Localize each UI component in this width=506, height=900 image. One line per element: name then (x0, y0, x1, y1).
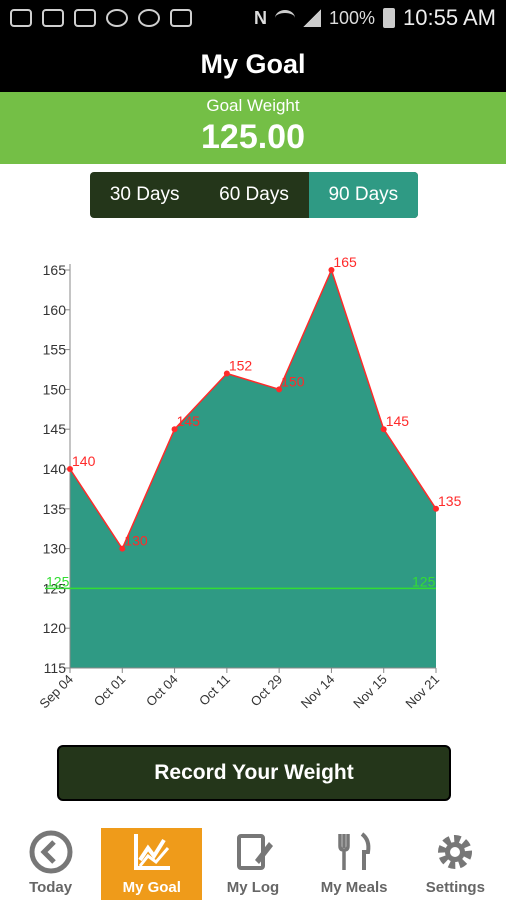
chrome-icon (106, 9, 128, 27)
chart-icon (129, 829, 175, 875)
status-bar: N 100% 10:55 AM (0, 0, 506, 36)
nav-today[interactable]: Today (0, 828, 101, 900)
tab-60-days[interactable]: 60 Days (199, 172, 308, 218)
goal-line-label: 125 (46, 573, 70, 589)
data-label: 165 (333, 254, 357, 270)
nav-my-goal[interactable]: My Goal (101, 828, 202, 900)
data-label: 145 (177, 413, 201, 429)
nav-settings[interactable]: Settings (405, 828, 506, 900)
weight-chart: 115 120 125 130 135 140 145 150 155 160 165 125 125 S… (0, 240, 506, 720)
battery-percent: 100% (329, 8, 375, 29)
y-tick-label: 165 (43, 262, 67, 278)
system-icons: N 100% 10:55 AM (254, 5, 496, 31)
tab-30-days[interactable]: 30 Days (90, 172, 199, 218)
x-tick-label: Oct 29 (248, 672, 286, 710)
y-tick-label: 160 (43, 302, 67, 318)
chrome-icon (138, 9, 160, 27)
nav-label: My Meals (321, 879, 388, 896)
y-tick-label: 155 (43, 342, 67, 358)
nav-label: Settings (426, 879, 485, 896)
page-title: My Goal (0, 36, 506, 92)
battery-icon (383, 8, 395, 28)
y-tick-label: 135 (43, 501, 67, 517)
x-tick-label: Nov 15 (350, 672, 390, 712)
calendar-icon (170, 9, 192, 27)
data-label: 150 (281, 373, 305, 389)
wifi-icon (275, 10, 295, 26)
x-tick-label: Oct 01 (91, 672, 129, 710)
y-tick-label: 150 (43, 381, 67, 397)
x-tick-label: Oct 11 (196, 672, 233, 709)
tab-90-days[interactable]: 90 Days (309, 172, 418, 218)
fork-knife-icon (331, 829, 377, 875)
nav-my-log[interactable]: My Log (202, 828, 303, 900)
message-icon (10, 9, 32, 27)
mail-icon (42, 9, 64, 27)
goal-weight-panel: Goal Weight 125.00 (0, 92, 506, 164)
nav-label: Today (29, 879, 72, 896)
goal-line-label: 125 (412, 573, 436, 589)
back-circle-icon (28, 829, 74, 875)
y-tick-label: 120 (43, 620, 67, 636)
x-tick-label: Nov 14 (298, 672, 338, 712)
notebook-pencil-icon (230, 829, 276, 875)
signal-icon (303, 9, 321, 27)
range-selector: 30 Days 60 Days 90 Days (90, 172, 418, 218)
nav-my-meals[interactable]: My Meals (304, 828, 405, 900)
x-tick-label: Nov 21 (402, 672, 442, 712)
data-label: 135 (438, 493, 462, 509)
data-label: 152 (229, 357, 253, 373)
data-label: 145 (386, 413, 410, 429)
chart-area (70, 270, 436, 668)
shield-icon (74, 9, 96, 27)
nav-label: My Log (227, 879, 280, 896)
gear-icon (432, 829, 478, 875)
data-label: 140 (72, 453, 96, 469)
data-label: 130 (124, 533, 148, 549)
goal-weight-value: 125.00 (0, 118, 506, 157)
y-tick-label: 145 (43, 421, 67, 437)
notification-icons (10, 9, 192, 27)
clock: 10:55 AM (403, 5, 496, 31)
nav-label: My Goal (123, 879, 181, 896)
record-weight-button[interactable]: Record Your Weight (57, 745, 451, 801)
x-tick-label: Sep 04 (36, 672, 76, 712)
bottom-nav: Today My Goal My Log My Meals Settings (0, 828, 506, 900)
x-tick-label: Oct 04 (143, 672, 181, 710)
nfc-icon: N (254, 8, 267, 29)
goal-weight-label: Goal Weight (0, 92, 506, 116)
y-tick-label: 130 (43, 541, 67, 557)
y-tick-label: 140 (43, 461, 67, 477)
